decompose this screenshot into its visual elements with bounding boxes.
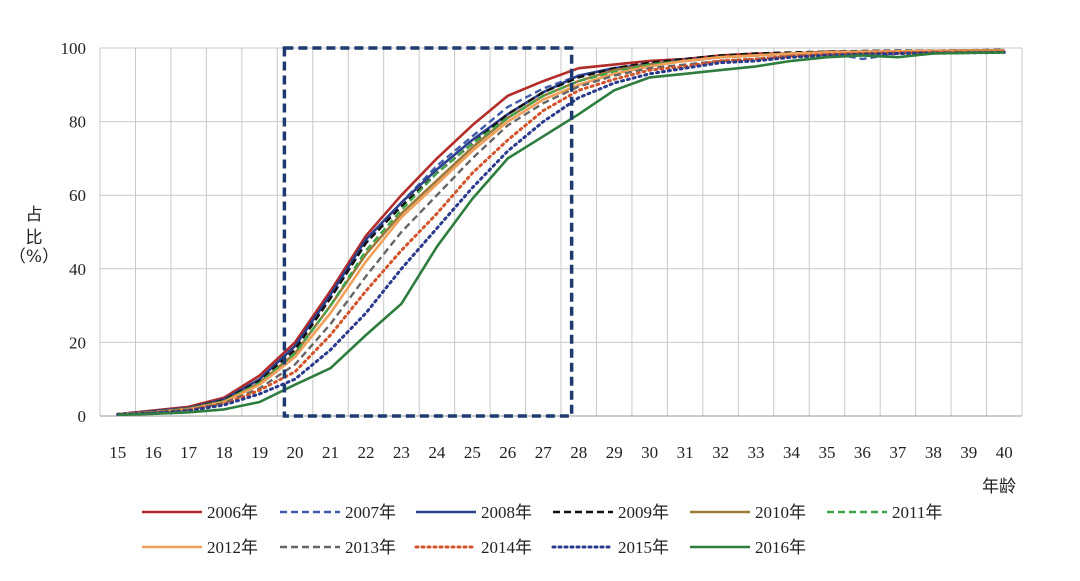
series-layer [116, 48, 1006, 417]
x-tick-label: 30 [641, 443, 658, 462]
x-tick-label: 32 [712, 443, 729, 462]
legend-label: 2015年 [618, 538, 669, 557]
x-tick-label: 22 [357, 443, 374, 462]
series-line [116, 50, 1006, 416]
x-tick-label: 21 [322, 443, 339, 462]
legend: 2006年 2007年 2008年 2009年 2010年 2011年 2012年 2013年… [142, 503, 942, 557]
x-tick-label: 16 [145, 443, 162, 462]
legend-label: 2006年 [207, 503, 258, 522]
series-line [117, 51, 1005, 417]
legend-label: 2011年 [892, 503, 942, 522]
x-tick-label: 38 [925, 443, 942, 462]
legend-label: 2014年 [481, 538, 532, 557]
x-tick-label: 25 [464, 443, 481, 462]
series-line [117, 49, 1005, 416]
x-tick-label: 34 [783, 443, 801, 462]
highlight-box [282, 46, 574, 418]
x-tick-label: 20 [287, 443, 304, 462]
x-tick-label: 18 [216, 443, 233, 462]
legend-label: 2013年 [345, 538, 396, 557]
x-tick-label: 35 [818, 443, 835, 462]
highlight-box-layer [282, 46, 574, 418]
x-tick-label: 39 [960, 443, 977, 462]
x-tick-label: 26 [499, 443, 516, 462]
y-axis-label: 占 比 （%） [9, 205, 59, 267]
legend-label: 2016年 [755, 538, 806, 557]
x-tick-label: 23 [393, 443, 410, 462]
y-tick-label: 80 [69, 113, 86, 132]
legend-label: 2008年 [481, 503, 532, 522]
y-axis-label-line: 比 [26, 228, 43, 248]
x-tick-label: 28 [570, 443, 587, 462]
y-axis-label-line: （%） [9, 247, 59, 267]
x-tick-label: 37 [889, 443, 907, 462]
x-tick-label: 40 [996, 443, 1013, 462]
y-tick-label: 100 [61, 39, 87, 58]
x-tick-label: 27 [535, 443, 553, 462]
x-tick-label: 29 [606, 443, 623, 462]
y-tick-label: 40 [69, 260, 86, 279]
x-tick-label: 17 [180, 443, 198, 462]
y-tick-label: 20 [69, 333, 86, 352]
x-axis-label: 年龄 [982, 477, 1016, 497]
legend-label: 2010年 [755, 503, 806, 522]
y-tick-label: 60 [69, 186, 86, 205]
chart-grid [99, 47, 1023, 417]
x-tick-label: 24 [428, 443, 446, 462]
y-axis-label-line: 占 [26, 205, 43, 225]
legend-label: 2012年 [207, 538, 258, 557]
x-tick-label: 15 [109, 443, 126, 462]
tick-labels: 0 20 40 60 80 100 15 16 17 18 19 20 21 22 23 24 25 26 27 28… [61, 39, 1013, 462]
x-tick-label: 36 [854, 443, 871, 462]
y-tick-label: 0 [78, 407, 87, 426]
x-tick-label: 19 [251, 443, 268, 462]
x-tick-label: 33 [748, 443, 765, 462]
x-tick-label: 31 [677, 443, 694, 462]
legend-label: 2009年 [618, 503, 669, 522]
legend-label: 2007年 [345, 503, 396, 522]
